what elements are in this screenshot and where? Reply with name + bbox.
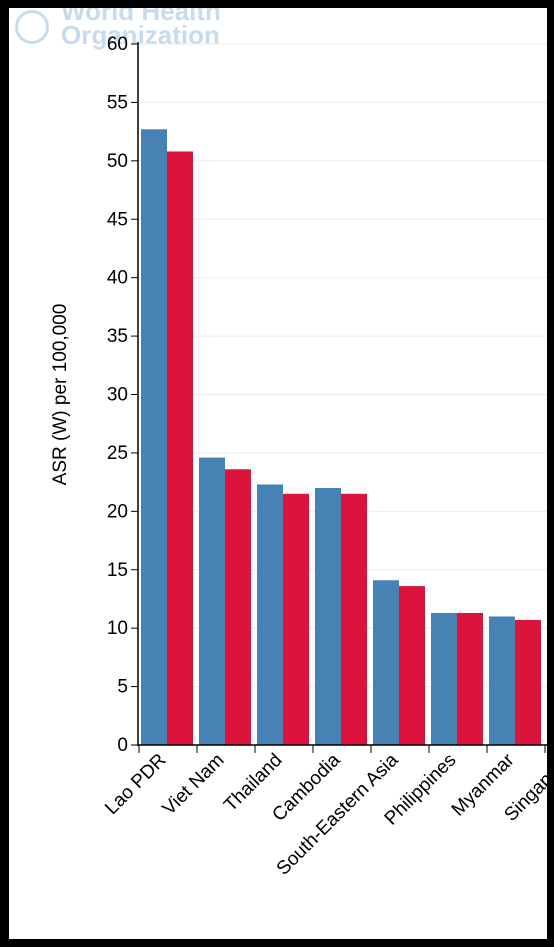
- y-tick-label: 55: [107, 92, 128, 113]
- bar: [283, 493, 309, 745]
- y-tick-label: 60: [107, 34, 128, 55]
- bar: [315, 487, 341, 745]
- bar: [167, 151, 193, 745]
- bar: [489, 616, 515, 745]
- y-axis-title: ASR (W) per 100,000: [50, 304, 71, 486]
- bar: [373, 580, 399, 745]
- y-tick-label: 40: [107, 268, 128, 289]
- y-tick-label: 45: [107, 209, 128, 230]
- y-tick-label: 10: [107, 618, 128, 639]
- bar: [515, 619, 541, 745]
- x-tick-label: Lao PDR: [101, 750, 170, 819]
- bar: [341, 493, 367, 745]
- y-tick-label: 30: [107, 385, 128, 406]
- chart-frame: World Health Organization 0 5 10 15 20 25 30 35…: [9, 8, 547, 939]
- y-tick-label: 0: [117, 735, 128, 756]
- x-tick-label: Viet Nam: [159, 750, 229, 820]
- bar: [225, 469, 251, 745]
- bar: [399, 586, 425, 745]
- y-tick-label: 35: [107, 326, 128, 347]
- bar: [257, 484, 283, 745]
- y-tick-label: 20: [107, 501, 128, 522]
- y-tick-label: 25: [107, 443, 128, 464]
- logo-line-1: World Health: [61, 8, 221, 26]
- bar: [431, 612, 457, 745]
- bar: [457, 612, 483, 745]
- bar: [141, 129, 167, 745]
- who-logo-watermark: World Health Organization: [9, 8, 269, 52]
- y-tick-label: 50: [107, 151, 128, 172]
- bar: [199, 457, 225, 745]
- who-emblem-icon: [15, 10, 49, 44]
- y-tick-label: 15: [107, 560, 128, 581]
- y-tick-label: 5: [117, 677, 128, 698]
